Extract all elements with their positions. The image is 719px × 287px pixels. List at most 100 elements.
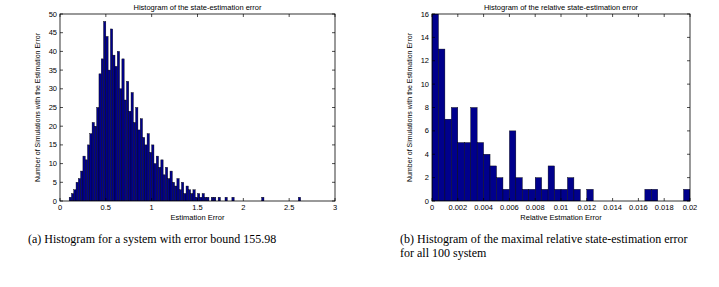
y-tick-right: [687, 154, 690, 155]
x-tick-label: 0.008: [526, 203, 545, 212]
y-tick-right: [332, 201, 335, 202]
histogram-bar: [81, 171, 83, 201]
histogram-bar: [684, 189, 690, 201]
y-tick-right: [687, 37, 690, 38]
histogram-bar: [191, 194, 193, 201]
histogram-bar: [92, 122, 94, 201]
x-tick: [586, 198, 587, 201]
y-tick-right: [687, 14, 690, 15]
histogram-bar: [218, 197, 220, 201]
histogram-bar: [152, 145, 154, 201]
y-tick-label: 14: [421, 33, 429, 42]
histogram-bar: [133, 122, 135, 201]
x-tick-top: [586, 14, 587, 17]
histogram-bar: [143, 137, 145, 201]
histogram-bar: [97, 108, 99, 202]
y-tick-label: 10: [49, 159, 57, 168]
x-tick-label: 0.02: [683, 203, 698, 212]
x-tick-top: [457, 14, 458, 17]
histogram-bar: [432, 14, 438, 201]
histogram-bar: [69, 197, 71, 201]
histogram-bar: [195, 197, 197, 201]
y-tick-label: 10: [421, 80, 429, 89]
histogram-bar: [175, 186, 177, 201]
x-tick-top: [60, 14, 61, 17]
chart-title: Histogram of the relative state-estimati…: [484, 3, 639, 12]
histogram-bar: [529, 189, 535, 201]
axes-frame: [432, 14, 690, 201]
bars: [69, 21, 300, 201]
x-tick: [483, 198, 484, 201]
y-tick-right: [687, 60, 690, 61]
x-tick-top: [561, 14, 562, 17]
histogram-bar: [74, 190, 76, 201]
plot-area: [432, 14, 690, 201]
histogram-bar: [471, 108, 477, 202]
histogram-bar: [535, 178, 541, 201]
y-tick-label: 5: [53, 178, 57, 187]
histogram-bar: [186, 186, 188, 201]
x-tick: [60, 198, 61, 201]
y-tick-label: 50: [49, 10, 57, 19]
y-tick: [432, 37, 435, 38]
histogram-bar: [179, 190, 181, 201]
histogram-bar: [94, 126, 96, 201]
histogram-bar: [484, 154, 490, 201]
histogram-bar: [458, 143, 464, 201]
histogram-bar: [136, 108, 138, 202]
histogram-bar: [71, 194, 73, 201]
y-tick: [60, 163, 63, 164]
histogram-bar: [567, 178, 573, 201]
y-tick-right: [332, 163, 335, 164]
histogram-bar: [542, 189, 548, 201]
histogram-bar: [159, 167, 161, 201]
histogram-bar: [163, 175, 165, 201]
histogram-bar: [120, 89, 122, 201]
histogram-bar: [76, 182, 78, 201]
histogram-bar: [298, 197, 300, 201]
x-tick-label: 0.018: [655, 203, 674, 212]
x-tick-label: 1.5: [192, 203, 202, 212]
y-tick-right: [332, 144, 335, 145]
histogram-bar: [490, 166, 496, 201]
x-tick: [664, 198, 665, 201]
y-tick: [432, 201, 435, 202]
x-tick-top: [483, 14, 484, 17]
x-tick-top: [690, 14, 691, 17]
caption: (b) Histogram of the maximal relative st…: [400, 232, 700, 260]
y-tick: [432, 84, 435, 85]
y-axis-label: Number of Simulations with the Estimatio…: [34, 32, 41, 182]
x-tick: [151, 198, 152, 201]
x-tick-top: [664, 14, 665, 17]
histogram-bar: [651, 189, 657, 201]
histogram-bar: [509, 131, 515, 201]
histogram-bar: [101, 59, 103, 201]
y-tick: [60, 182, 63, 183]
histogram-bar: [211, 197, 213, 201]
histogram-bar: [516, 178, 522, 201]
histogram-bar: [262, 197, 264, 201]
x-tick-top: [289, 14, 290, 17]
histogram-bar: [202, 194, 204, 201]
histogram-bar: [115, 66, 117, 201]
x-tick: [561, 198, 562, 201]
x-tick-label: 2.5: [284, 203, 294, 212]
x-tick: [612, 198, 613, 201]
x-tick-label: 0.01: [554, 203, 569, 212]
histogram-bar: [555, 189, 561, 201]
histogram-bar: [177, 179, 179, 201]
histogram-bar: [451, 108, 457, 202]
histogram-bar: [438, 49, 444, 201]
x-tick-label: 0.016: [629, 203, 648, 212]
y-tick: [60, 126, 63, 127]
histogram-chart: 00.511.522.5305101520253035404550Histogr…: [34, 3, 337, 222]
histogram-bar: [574, 189, 580, 201]
x-tick: [457, 198, 458, 201]
x-tick-top: [105, 14, 106, 17]
histogram-bar: [99, 74, 101, 201]
x-axis-label: Relative Estmation Error: [520, 213, 602, 222]
axes-frame: [60, 14, 335, 201]
histogram-bar: [88, 145, 90, 201]
y-axis-label: Number of Simulations with the Estimatio…: [406, 32, 413, 182]
y-tick-right: [687, 130, 690, 131]
